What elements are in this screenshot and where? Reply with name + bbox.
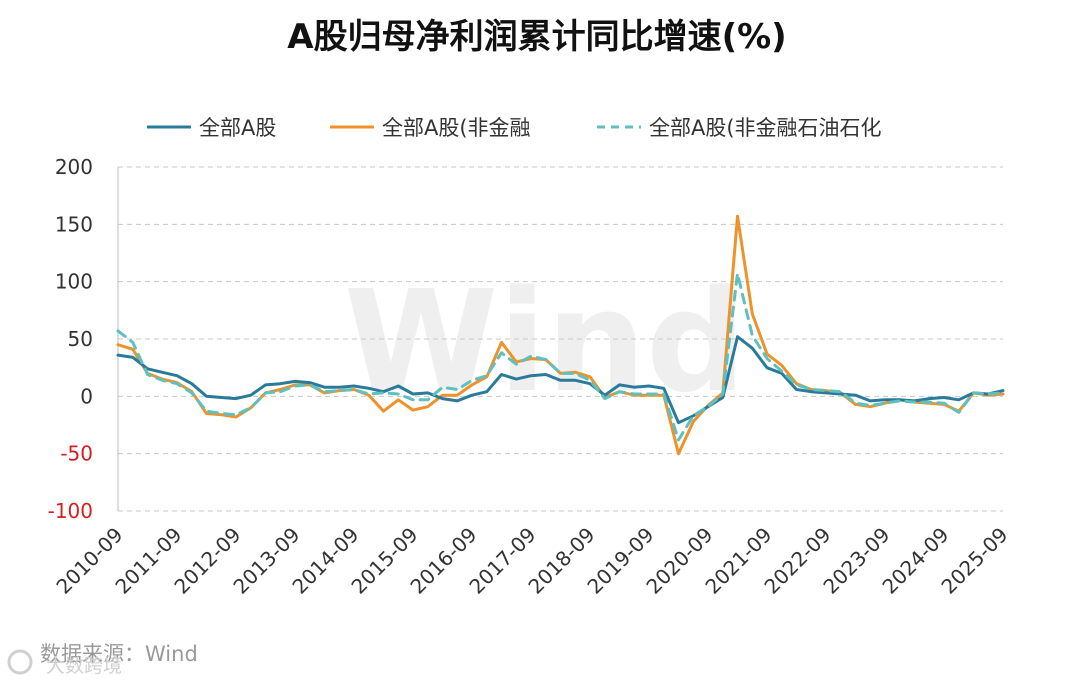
gridlines <box>117 166 1003 512</box>
legend-label: 全部A股(非金融石油石化 <box>649 116 882 140</box>
watermark-text: Wind <box>344 261 746 424</box>
y-tick-label: 100 <box>55 270 93 294</box>
x-axis-ticks: 2010-092011-092012-092013-092014-092015-… <box>51 523 1012 599</box>
brand-logo: 大数跨境 <box>7 649 122 677</box>
series-lines <box>116 214 1005 456</box>
series-line-3 <box>116 272 1005 442</box>
y-tick-label: 50 <box>68 327 93 351</box>
chart-title: A股归母净利润累计同比增速(%) <box>287 17 786 57</box>
y-axis-ticks: 200 150 100 50 0 -50 -100 <box>48 155 93 523</box>
brand-label: 大数跨境 <box>46 655 122 677</box>
brand-icon <box>7 649 33 675</box>
y-tick-label: -50 <box>60 442 93 466</box>
legend-label: 全部A股 <box>199 116 276 140</box>
series-line-1 <box>116 335 1005 425</box>
y-tick-label: 150 <box>55 212 93 236</box>
legend: 全部A股 全部A股(非金融 全部A股(非金融石油石化 <box>147 116 882 140</box>
y-tick-label: -100 <box>48 499 93 523</box>
y-tick-label: 200 <box>55 155 93 179</box>
source-note: 数据来源：Wind <box>40 642 198 666</box>
y-tick-label: 0 <box>80 384 93 408</box>
legend-label: 全部A股(非金融 <box>382 116 531 140</box>
